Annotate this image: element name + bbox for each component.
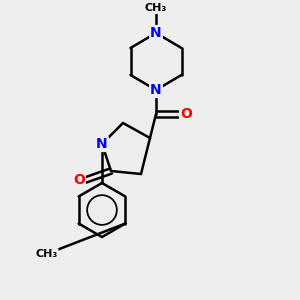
Text: N: N (150, 83, 162, 97)
Text: O: O (73, 173, 85, 187)
Text: CH₃: CH₃ (35, 249, 58, 259)
Text: N: N (150, 26, 162, 40)
Text: CH₃: CH₃ (145, 3, 167, 13)
Text: N: N (96, 137, 108, 151)
Text: O: O (180, 107, 192, 121)
